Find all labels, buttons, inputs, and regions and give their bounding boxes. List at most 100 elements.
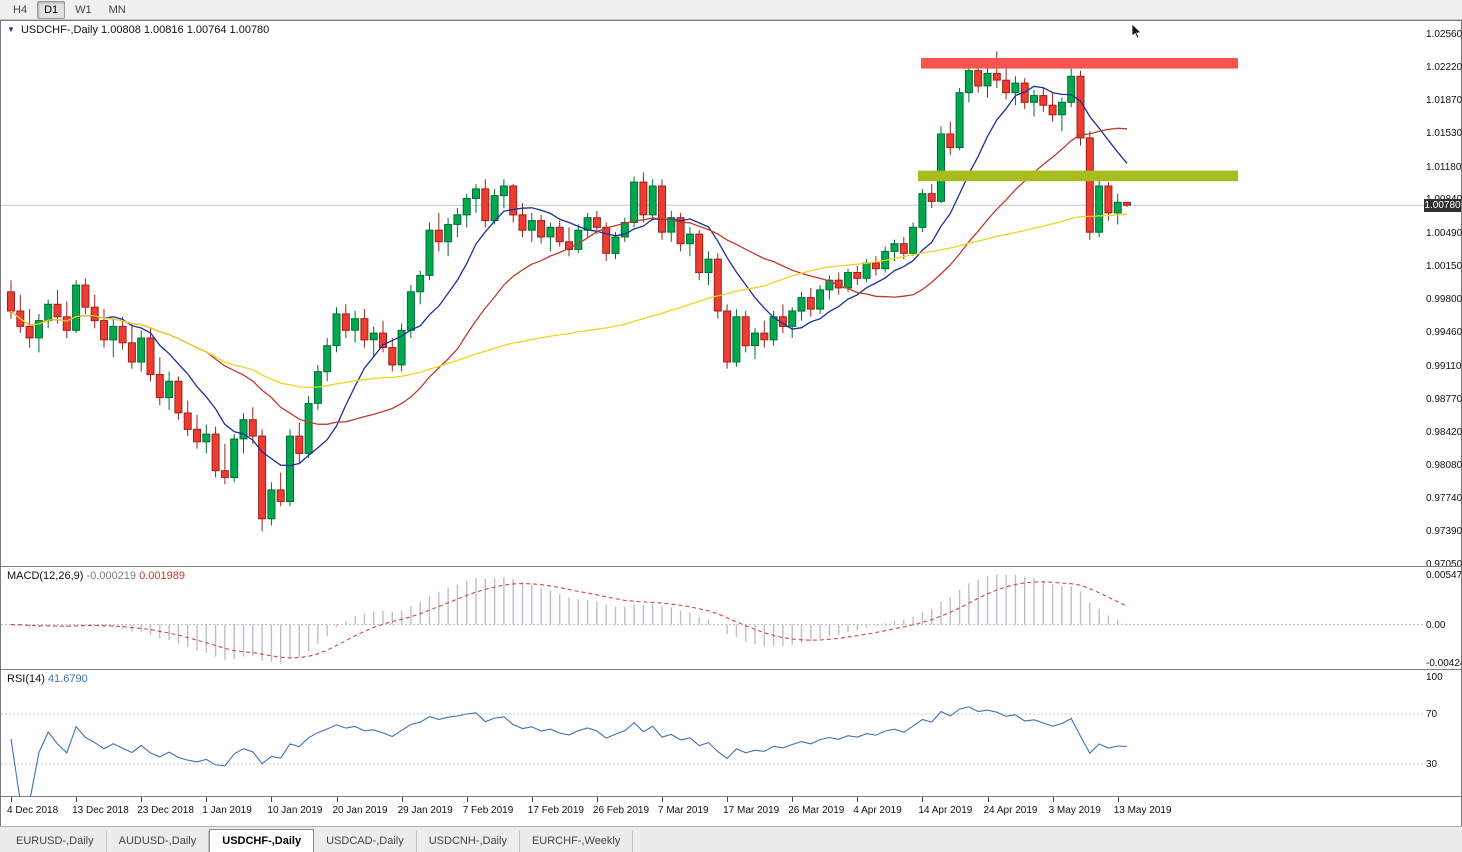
date-label: 17 Feb 2019 [527, 805, 584, 816]
price-axis-label: 0.98770 [1426, 393, 1462, 405]
date-label: 14 Apr 2019 [918, 805, 973, 816]
rsi-value: 41.6790 [47, 673, 88, 685]
time-tick [466, 797, 468, 802]
chart-tab-usdcnh-daily[interactable]: USDCNH-,Daily [417, 831, 520, 852]
time-tick [11, 797, 12, 802]
price-axis: 1.025601.022201.018701.015301.011801.008… [1424, 21, 1462, 570]
time-tick [141, 797, 143, 802]
ohlc-close: 1.00780 [229, 24, 270, 36]
ohlc-high: 1.00816 [143, 24, 184, 36]
date-label: 26 Feb 2019 [592, 805, 650, 816]
rsi-chart-canvas[interactable] [1, 670, 1424, 796]
timeframe-button-w1[interactable]: W1 [75, 3, 92, 16]
price-axis-label: 0.99800 [1426, 294, 1462, 306]
macd-axis: 0.00547 0.00 -0.00424 [1424, 567, 1462, 669]
price-axis-label: 0.99110 [1426, 360, 1462, 372]
price-axis-label: 1.01530 [1426, 128, 1462, 140]
time-tick [987, 797, 989, 802]
price-axis-label: 1.02560 [1426, 29, 1462, 40]
rsi-pane: 100 70 30 RSI(14) 41.6790 [1, 669, 1461, 796]
macd-pane: 0.00547 0.00 -0.00424 MACD(12,26,9) -0.000… [1, 566, 1462, 669]
macd-axis-label: -0.00424 [1426, 658, 1462, 669]
time-tick [857, 797, 859, 802]
date-label: 20 Jan 2019 [332, 805, 388, 816]
date-label: 10 Jan 2019 [267, 805, 323, 816]
resistance-band [921, 58, 1238, 69]
date-label: 3 May 2019 [1048, 805, 1101, 816]
price-pane: 1.02560 1.02220 1.01870 1.01530 1.01180 1.008… [1, 21, 1462, 570]
macd-axis-label: 0.00 [1426, 619, 1446, 631]
price-chart-canvas[interactable] [1, 21, 1424, 566]
price-axis-label: 0.98080 [1426, 459, 1462, 471]
support-band [918, 170, 1238, 182]
chart-tab-bar: EURUSD-,Daily AUDUSD-,Daily USDCHF-,Daily U… [0, 826, 1462, 852]
price-axis-label: 0.97050 [1426, 559, 1462, 570]
timeframe-button-h4[interactable]: H4 [13, 3, 28, 16]
price-axis-label: 1.00490 [1426, 228, 1462, 240]
time-tick [271, 797, 273, 802]
chart-tab-eurchf-weekly[interactable]: EURCHF-,Weekly [520, 831, 634, 852]
chart-tab-usdchf-daily[interactable]: USDCHF-,Daily [209, 829, 315, 852]
date-label: 1 Jan 2019 [202, 805, 252, 816]
ma-line-9 [10, 85, 1128, 467]
time-tick [336, 797, 338, 802]
ma-line-55 [10, 213, 1128, 389]
rsi-axis: 100 70 30 [1424, 670, 1461, 796]
time-tick [596, 797, 598, 802]
timeframe-toolbar: H4 D1 W1 MN [0, 0, 1462, 20]
mouse-cursor [1131, 24, 1142, 39]
macd-signal-line [10, 581, 1128, 659]
macd-histogram [19, 574, 1128, 664]
date-label: 7 Mar 2019 [658, 805, 709, 816]
time-tick [206, 797, 208, 802]
time-tick [792, 797, 794, 802]
price-axis-label: 1.02220 [1426, 61, 1462, 73]
time-tick [401, 797, 403, 802]
chart-tab-eurusd-daily[interactable]: EURUSD-,Daily [4, 831, 107, 852]
time-tick [531, 797, 533, 802]
rsi-label: RSI(14) 41.6790 [7, 673, 88, 685]
price-axis-label: 0.98420 [1426, 427, 1462, 439]
bid-price-box: 1.00780 [1424, 198, 1461, 212]
time-tick [1052, 797, 1054, 802]
price-axis-label: 1.00150 [1426, 260, 1462, 272]
macd-value: -0.000219 [86, 570, 137, 582]
date-label: 13 Dec 2018 [72, 805, 129, 816]
time-axis: 4 Dec 2018 13 Dec 2018 23 Dec 2018 1 Jan 20… [1, 796, 1461, 826]
rsi-line [10, 706, 1128, 796]
chart-window: 1.02560 1.02220 1.01870 1.01530 1.01180 1.008… [0, 20, 1462, 826]
time-tick [76, 797, 78, 802]
macd-axis-label: 0.00547 [1426, 570, 1462, 581]
symbol-name: USDCHF-,Daily [20, 24, 98, 36]
time-tick [662, 797, 663, 802]
macd-label: MACD(12,26,9) -0.000219 0.001989 [7, 570, 185, 582]
rsi-axis-label: 100 [1426, 671, 1443, 683]
chart-dropdown-icon[interactable]: ▼ [7, 25, 15, 34]
time-tick [727, 797, 729, 802]
date-label: 26 Mar 2019 [788, 805, 845, 816]
chart-symbol-label: ▼ USDCHF-,Daily 1.00808 1.00816 1.00764 … [7, 24, 269, 36]
date-label: 17 Mar 2019 [723, 805, 780, 816]
timeframe-button-d1[interactable]: D1 [37, 0, 66, 19]
rsi-axis-label: 30 [1426, 759, 1438, 770]
price-axis-label: 0.97740 [1426, 492, 1462, 504]
timeframe-button-mn[interactable]: MN [108, 3, 126, 16]
rsi-axis-label: 70 [1426, 709, 1438, 720]
price-axis-label: 0.99460 [1426, 327, 1462, 339]
macd-chart-canvas[interactable] [1, 567, 1424, 669]
date-label: 29 Jan 2019 [397, 805, 453, 816]
date-label: 24 Apr 2019 [983, 805, 1038, 816]
date-label: 13 May 2019 [1113, 805, 1172, 816]
date-label: 7 Feb 2019 [462, 805, 514, 816]
candles [7, 51, 1131, 532]
time-tick [922, 797, 924, 802]
time-tick [1117, 797, 1119, 802]
chart-tab-audusd-daily[interactable]: AUDUSD-,Daily [107, 831, 210, 852]
macd-signal-value: 0.001989 [139, 570, 185, 582]
ohlc-open: 1.00808 [101, 24, 141, 36]
date-label: 23 Dec 2018 [137, 805, 194, 816]
date-label: 4 Dec 2018 [7, 805, 59, 816]
price-axis-label: 1.01180 [1426, 161, 1462, 173]
chart-tab-usdcad-daily[interactable]: USDCAD-,Daily [314, 831, 417, 852]
date-label: 4 Apr 2019 [853, 805, 902, 816]
